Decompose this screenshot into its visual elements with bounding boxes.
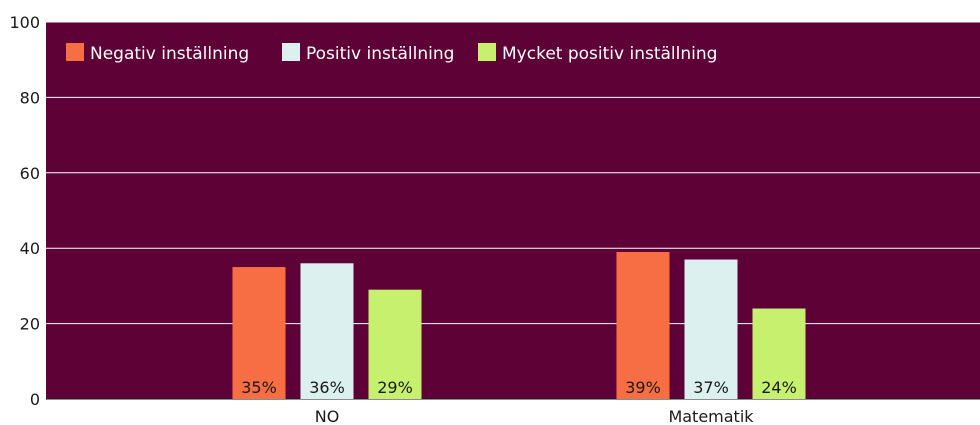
y-tick-label: 80 — [20, 88, 40, 107]
x-category-label: Matematik — [668, 407, 754, 425]
legend-label: Negativ inställning — [90, 44, 249, 64]
bar — [684, 259, 738, 399]
data-label: 35% — [241, 378, 277, 397]
legend-swatch — [282, 43, 300, 61]
y-tick-label: 100 — [9, 13, 40, 32]
plot-area — [46, 22, 980, 399]
legend-swatch — [66, 43, 84, 61]
bars: 35% 36% 29% 39% 37% 24% — [232, 251, 806, 399]
data-label: 36% — [309, 378, 345, 397]
legend-label: Positiv inställning — [306, 44, 454, 64]
bar — [300, 263, 354, 399]
x-category-label: NO — [315, 407, 340, 425]
bar — [232, 267, 286, 399]
bar — [616, 251, 670, 399]
bar — [752, 308, 806, 399]
bar — [368, 289, 422, 399]
x-axis-categories: NO Matematik — [315, 407, 755, 425]
y-tick-label: 60 — [20, 164, 40, 183]
y-tick-label: 40 — [20, 239, 40, 258]
legend: Negativ inställning Positiv inställning My… — [66, 43, 717, 64]
gridlines — [46, 21, 980, 400]
data-label: 24% — [761, 378, 797, 397]
y-axis-ticks: 0 20 40 60 80 100 — [9, 13, 40, 409]
legend-swatch — [478, 43, 496, 61]
y-tick-label: 0 — [30, 390, 40, 409]
data-label: 29% — [377, 378, 413, 397]
data-label: 39% — [625, 378, 661, 397]
y-tick-label: 20 — [20, 315, 40, 334]
data-label: 37% — [693, 378, 729, 397]
legend-label: Mycket positiv inställning — [502, 44, 717, 64]
